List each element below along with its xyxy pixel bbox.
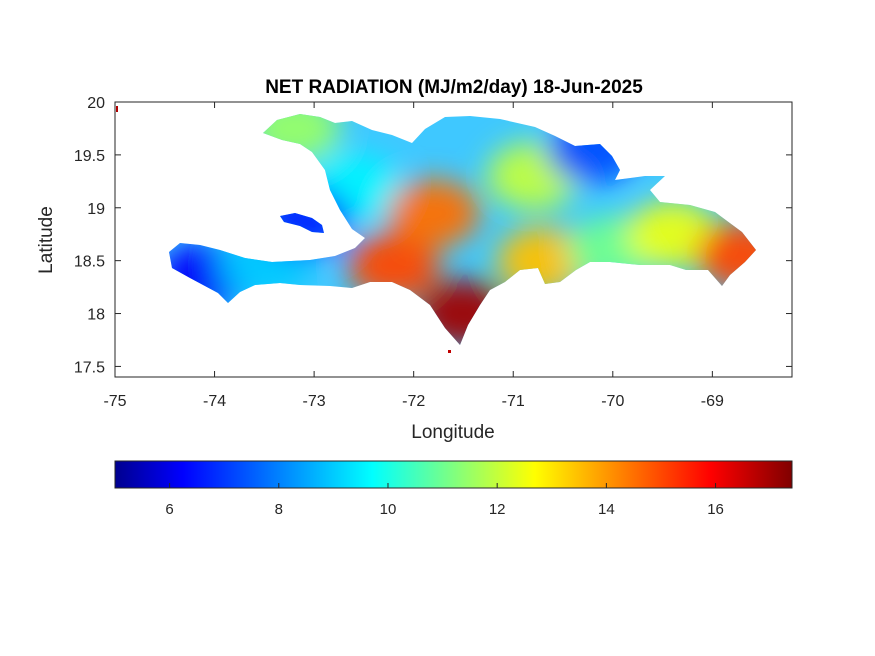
x-axis-label: Longitude	[411, 422, 494, 443]
x-tick-label: -71	[502, 393, 525, 410]
y-tick-label: 19	[87, 201, 105, 218]
y-tick-label: 18.5	[74, 254, 105, 271]
colorbar-tick-label: 16	[707, 501, 724, 518]
value-zone-7	[387, 179, 480, 248]
x-tick-label: -72	[402, 393, 425, 410]
corner-speck	[116, 106, 118, 112]
y-tick-label: 19.5	[74, 148, 105, 165]
y-tick-label: 18	[87, 307, 105, 324]
x-tick-label: -73	[303, 393, 326, 410]
value-zone-12	[626, 200, 719, 269]
map-title: NET RADIATION (MJ/m2/day) 18-Jun-2025	[265, 77, 643, 98]
colorbar-tick-label: 12	[489, 501, 506, 518]
y-axis-label: Latitude	[36, 206, 57, 274]
y-axis: 17.5 18 18.5 19 19.5 20	[74, 95, 792, 376]
colorbar-ticks: 6 8 10 12 14 16	[165, 483, 724, 518]
x-tick-label: -70	[601, 393, 624, 410]
value-zone-13	[696, 221, 756, 290]
colorbar-tick-label: 6	[165, 501, 173, 518]
island-speck	[448, 350, 451, 353]
y-tick-label: 17.5	[74, 359, 105, 376]
colorbar-tick-label: 10	[380, 501, 397, 518]
y-tick-label: 20	[87, 95, 105, 112]
x-tick-label: -75	[103, 393, 126, 410]
colorbar-tick-label: 8	[275, 501, 283, 518]
x-tick-label: -74	[203, 393, 226, 410]
x-tick-label: -69	[701, 393, 724, 410]
colorbar-tick-label: 14	[598, 501, 615, 518]
x-axis: -75 -74 -73 -72 -71 -70 -69	[103, 102, 724, 410]
colorbar	[114, 460, 793, 489]
